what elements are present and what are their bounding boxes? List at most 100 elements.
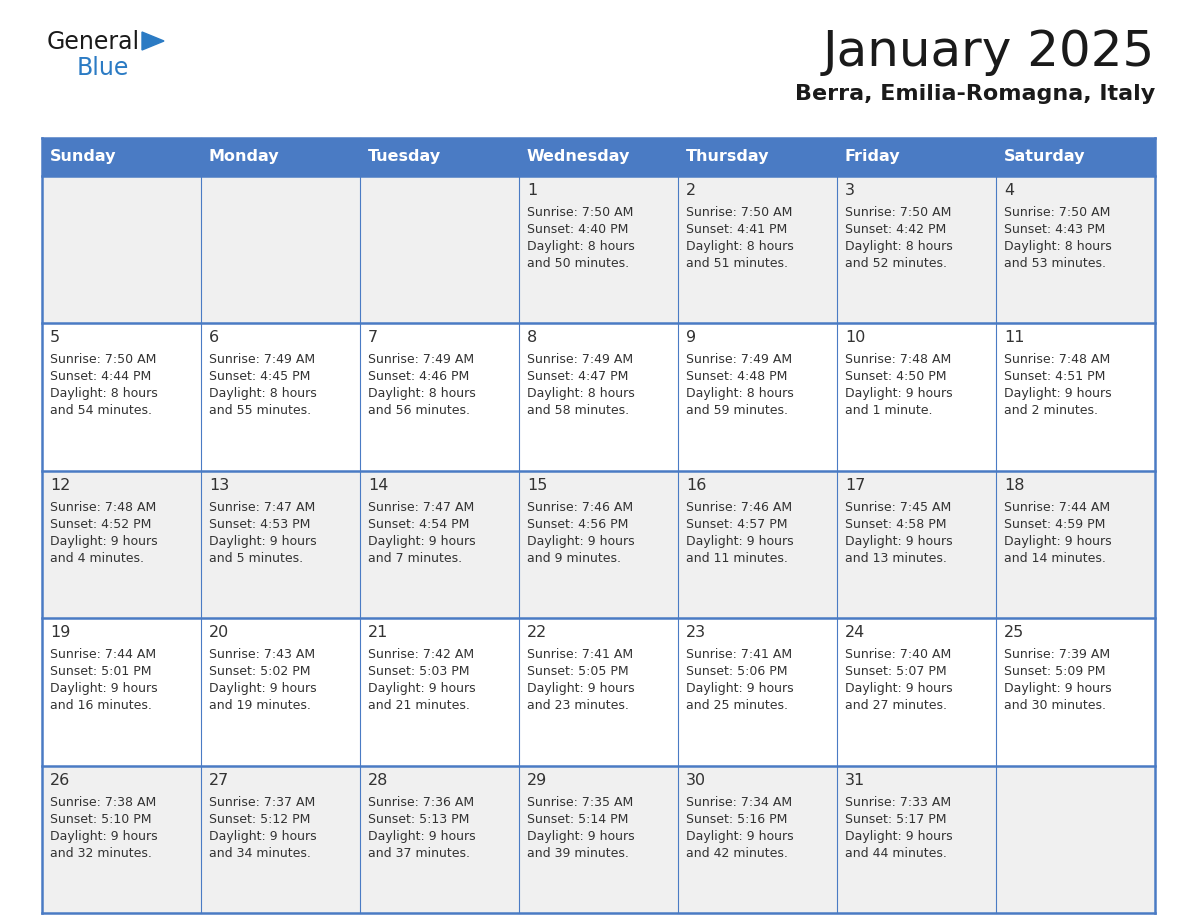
Text: 31: 31	[845, 773, 865, 788]
Text: Sunrise: 7:50 AM: Sunrise: 7:50 AM	[1004, 206, 1111, 219]
Text: Sunset: 4:56 PM: Sunset: 4:56 PM	[527, 518, 628, 531]
Text: Berra, Emilia-Romagna, Italy: Berra, Emilia-Romagna, Italy	[795, 84, 1155, 104]
Text: 29: 29	[527, 773, 548, 788]
Text: Daylight: 9 hours: Daylight: 9 hours	[845, 387, 953, 400]
Text: Sunset: 5:02 PM: Sunset: 5:02 PM	[209, 666, 310, 678]
Text: Thursday: Thursday	[685, 150, 770, 164]
Text: Sunrise: 7:36 AM: Sunrise: 7:36 AM	[368, 796, 474, 809]
Text: 27: 27	[209, 773, 229, 788]
Text: and 7 minutes.: and 7 minutes.	[368, 552, 462, 565]
Text: and 59 minutes.: and 59 minutes.	[685, 405, 788, 418]
Text: Sunrise: 7:48 AM: Sunrise: 7:48 AM	[50, 501, 157, 514]
Text: Sunrise: 7:43 AM: Sunrise: 7:43 AM	[209, 648, 315, 661]
Text: Daylight: 9 hours: Daylight: 9 hours	[368, 682, 475, 695]
Text: Daylight: 9 hours: Daylight: 9 hours	[527, 682, 634, 695]
Text: and 53 minutes.: and 53 minutes.	[1004, 257, 1106, 270]
Text: 21: 21	[368, 625, 388, 640]
Text: Daylight: 8 hours: Daylight: 8 hours	[527, 240, 634, 253]
Text: 6: 6	[209, 330, 219, 345]
Bar	[996, 618, 1155, 766]
Bar	[519, 618, 678, 766]
Text: 5: 5	[50, 330, 61, 345]
Bar	[42, 471, 201, 618]
Text: 24: 24	[845, 625, 865, 640]
Text: Saturday: Saturday	[1004, 150, 1086, 164]
Text: Daylight: 9 hours: Daylight: 9 hours	[845, 682, 953, 695]
Text: and 2 minutes.: and 2 minutes.	[1004, 405, 1098, 418]
Bar	[360, 766, 519, 913]
Bar	[201, 766, 360, 913]
Text: Sunrise: 7:46 AM: Sunrise: 7:46 AM	[685, 501, 792, 514]
Bar	[360, 618, 519, 766]
Bar	[42, 138, 1155, 176]
Text: Sunrise: 7:50 AM: Sunrise: 7:50 AM	[685, 206, 792, 219]
Text: Sunrise: 7:49 AM: Sunrise: 7:49 AM	[527, 353, 633, 366]
Text: Daylight: 8 hours: Daylight: 8 hours	[209, 387, 317, 400]
Text: Sunset: 5:05 PM: Sunset: 5:05 PM	[527, 666, 628, 678]
Text: 18: 18	[1004, 477, 1024, 493]
Text: 7: 7	[368, 330, 378, 345]
Text: and 56 minutes.: and 56 minutes.	[368, 405, 470, 418]
Bar	[838, 471, 996, 618]
Bar	[519, 766, 678, 913]
Text: Sunset: 5:16 PM: Sunset: 5:16 PM	[685, 812, 788, 825]
Text: Sunrise: 7:45 AM: Sunrise: 7:45 AM	[845, 501, 952, 514]
Text: Sunset: 4:52 PM: Sunset: 4:52 PM	[50, 518, 151, 531]
Text: Sunrise: 7:50 AM: Sunrise: 7:50 AM	[845, 206, 952, 219]
Text: Sunset: 4:40 PM: Sunset: 4:40 PM	[527, 223, 628, 236]
Text: Sunrise: 7:50 AM: Sunrise: 7:50 AM	[527, 206, 633, 219]
Text: and 51 minutes.: and 51 minutes.	[685, 257, 788, 270]
Text: Daylight: 9 hours: Daylight: 9 hours	[527, 830, 634, 843]
Text: 2: 2	[685, 183, 696, 198]
Text: Daylight: 9 hours: Daylight: 9 hours	[845, 535, 953, 548]
Text: Sunrise: 7:33 AM: Sunrise: 7:33 AM	[845, 796, 952, 809]
Text: Daylight: 8 hours: Daylight: 8 hours	[845, 240, 953, 253]
Text: Sunset: 4:59 PM: Sunset: 4:59 PM	[1004, 518, 1105, 531]
Text: Sunset: 4:41 PM: Sunset: 4:41 PM	[685, 223, 788, 236]
Text: Sunset: 4:46 PM: Sunset: 4:46 PM	[368, 370, 469, 384]
Text: Sunrise: 7:48 AM: Sunrise: 7:48 AM	[1004, 353, 1111, 366]
Text: 17: 17	[845, 477, 865, 493]
Text: Daylight: 8 hours: Daylight: 8 hours	[50, 387, 158, 400]
Text: 11: 11	[1004, 330, 1024, 345]
Text: Sunset: 5:12 PM: Sunset: 5:12 PM	[209, 812, 310, 825]
Text: 28: 28	[368, 773, 388, 788]
Text: Sunset: 4:53 PM: Sunset: 4:53 PM	[209, 518, 310, 531]
Bar	[42, 618, 201, 766]
Bar	[838, 176, 996, 323]
Text: Daylight: 9 hours: Daylight: 9 hours	[685, 535, 794, 548]
Text: Sunset: 4:58 PM: Sunset: 4:58 PM	[845, 518, 947, 531]
Text: Sunrise: 7:42 AM: Sunrise: 7:42 AM	[368, 648, 474, 661]
Text: Sunset: 5:13 PM: Sunset: 5:13 PM	[368, 812, 469, 825]
Text: Daylight: 9 hours: Daylight: 9 hours	[209, 830, 317, 843]
Bar	[42, 176, 201, 323]
Text: Daylight: 9 hours: Daylight: 9 hours	[1004, 535, 1112, 548]
Text: Sunset: 5:09 PM: Sunset: 5:09 PM	[1004, 666, 1106, 678]
Text: Sunrise: 7:50 AM: Sunrise: 7:50 AM	[50, 353, 157, 366]
Text: Daylight: 9 hours: Daylight: 9 hours	[685, 830, 794, 843]
Text: Sunrise: 7:41 AM: Sunrise: 7:41 AM	[685, 648, 792, 661]
Text: Daylight: 9 hours: Daylight: 9 hours	[50, 830, 158, 843]
Text: Sunset: 5:03 PM: Sunset: 5:03 PM	[368, 666, 469, 678]
Bar	[678, 176, 838, 323]
Text: and 23 minutes.: and 23 minutes.	[527, 700, 628, 712]
Text: Wednesday: Wednesday	[527, 150, 631, 164]
Text: 30: 30	[685, 773, 706, 788]
Text: Sunset: 4:44 PM: Sunset: 4:44 PM	[50, 370, 151, 384]
Text: 8: 8	[527, 330, 537, 345]
Bar	[360, 176, 519, 323]
Text: Daylight: 9 hours: Daylight: 9 hours	[527, 535, 634, 548]
Text: and 9 minutes.: and 9 minutes.	[527, 552, 621, 565]
Text: Sunrise: 7:48 AM: Sunrise: 7:48 AM	[845, 353, 952, 366]
Text: 14: 14	[368, 477, 388, 493]
Text: 22: 22	[527, 625, 548, 640]
Text: 13: 13	[209, 477, 229, 493]
Text: Daylight: 8 hours: Daylight: 8 hours	[527, 387, 634, 400]
Text: January 2025: January 2025	[823, 28, 1155, 76]
Text: Blue: Blue	[77, 56, 129, 80]
Text: and 44 minutes.: and 44 minutes.	[845, 846, 947, 859]
Bar	[42, 766, 201, 913]
Text: and 52 minutes.: and 52 minutes.	[845, 257, 947, 270]
Text: Sunset: 4:50 PM: Sunset: 4:50 PM	[845, 370, 947, 384]
Text: and 16 minutes.: and 16 minutes.	[50, 700, 152, 712]
